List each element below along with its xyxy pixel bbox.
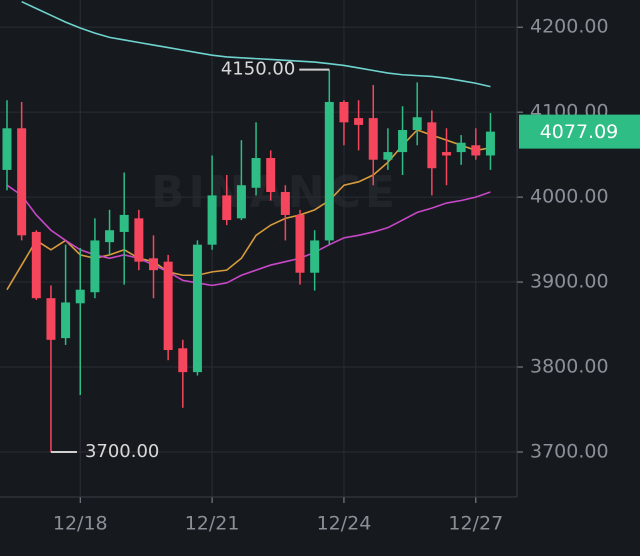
candle-body	[236, 185, 246, 219]
candle-body	[383, 152, 393, 160]
candle-body	[31, 231, 41, 299]
y-tick-label: 4000.00	[530, 186, 609, 208]
x-tick-label: 12/24	[317, 513, 372, 535]
candle-body	[75, 289, 85, 304]
ma-line	[6, 184, 491, 287]
candle-body	[222, 195, 232, 221]
low-marker-label: 3700.00	[85, 441, 159, 462]
ma-line	[21, 0, 491, 88]
x-tick-label: 12/21	[185, 513, 240, 535]
y-tick-label: 3700.00	[530, 440, 609, 462]
candle-body	[339, 101, 349, 123]
candle-body	[119, 214, 129, 232]
x-tick-label: 12/18	[53, 513, 108, 535]
x-tick-label: 12/27	[448, 513, 503, 535]
y-tick-label: 4200.00	[530, 16, 609, 38]
candle-body	[398, 129, 408, 153]
candle-body	[456, 142, 466, 153]
candle-body	[368, 118, 378, 160]
candle-body	[192, 244, 202, 373]
price-tag-label: 4077.09	[540, 121, 619, 143]
y-tick-label: 3800.00	[530, 356, 609, 378]
candle-body	[2, 128, 12, 170]
candle-body	[310, 240, 320, 273]
candle-body	[471, 145, 481, 156]
candle-body	[412, 117, 422, 130]
candle-body	[149, 258, 158, 271]
candle-body	[251, 158, 261, 188]
y-tick-label: 3900.00	[530, 271, 609, 293]
price-tag	[519, 114, 640, 149]
candle-body	[178, 348, 188, 373]
candle-body	[324, 101, 334, 241]
candle-body	[266, 158, 276, 193]
high-marker-label: 4150.00	[221, 59, 295, 80]
candle-body	[105, 230, 115, 243]
candle-body	[280, 192, 290, 215]
candle-body	[427, 122, 437, 169]
candle-body	[134, 218, 144, 262]
candle-body	[46, 298, 56, 340]
candle-body	[354, 118, 364, 125]
candle-body	[163, 261, 173, 351]
candle-body	[485, 131, 495, 156]
ma-line	[6, 129, 491, 291]
candle-body	[17, 128, 27, 236]
candle-body	[61, 302, 71, 339]
candle-body	[442, 152, 451, 156]
candle-body	[295, 214, 305, 273]
candle-body	[207, 195, 217, 245]
candle-body	[90, 240, 100, 293]
